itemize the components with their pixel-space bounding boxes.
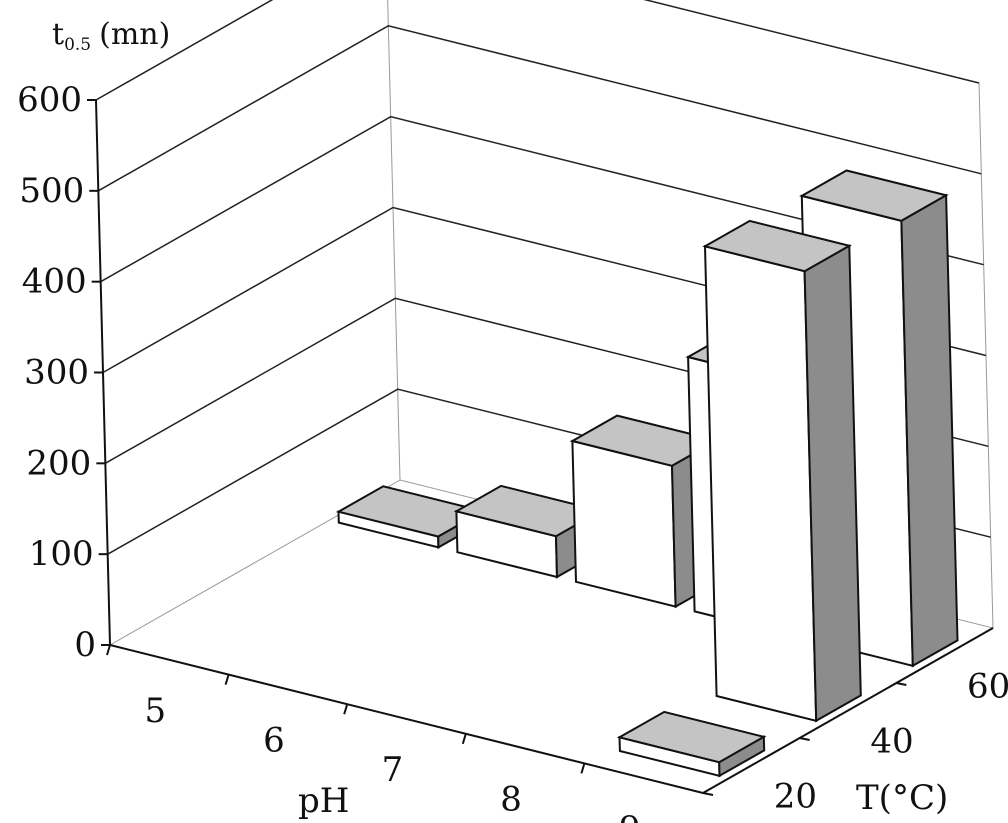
- x-tick-mark: [343, 703, 349, 715]
- x-tick-label: 7: [382, 750, 404, 790]
- bar-top-face: [702, 219, 852, 273]
- x-tick-mark: [580, 763, 586, 774]
- x-tick-label: 5: [144, 691, 166, 731]
- z-tick-label: 300: [24, 353, 89, 393]
- z-tick-label: 600: [17, 80, 82, 120]
- bar-ph9-t20: [616, 710, 767, 778]
- x-tick-label: 6: [263, 720, 285, 760]
- y-tick-mark: [702, 792, 714, 796]
- gridline: [97, 24, 982, 192]
- x-tick-label: 8: [500, 780, 522, 820]
- z-axis-title: t0.5 (mn): [52, 17, 170, 55]
- chart-bars: [335, 169, 959, 778]
- left-wall-outline: [95, 0, 401, 481]
- x-tick-mark: [106, 644, 111, 656]
- bar-top-face: [616, 710, 767, 764]
- y-tick-mark: [799, 737, 810, 741]
- x-tick-mark: [224, 674, 230, 685]
- y-tick-label: 40: [870, 722, 913, 762]
- chart-labels: t0.5 (mn) pH T(°C) 0 100 200 300 400 500 600 5 6 7…: [17, 17, 1008, 823]
- bar-front-face: [571, 439, 677, 608]
- bar-front-face: [703, 245, 818, 723]
- z-tick-label: 100: [29, 534, 94, 574]
- y-tick-label: 60: [967, 667, 1008, 707]
- gridline: [95, 0, 980, 101]
- bar-top-face: [799, 169, 949, 222]
- z-tick-label: 200: [26, 443, 91, 483]
- y-tick-label: 20: [774, 777, 817, 817]
- x-axis-title: pH: [298, 781, 349, 821]
- z-tick-label: 0: [74, 625, 96, 665]
- x-tick-label: 9: [619, 809, 641, 823]
- y-axis-line: [702, 627, 994, 794]
- y-tick-mark: [896, 682, 907, 686]
- chart-axes: [87, 99, 994, 796]
- bar-ph9-t40: [702, 219, 862, 723]
- x-axis-line: [109, 644, 704, 794]
- z-tick-label: 400: [22, 262, 87, 302]
- x-tick-mark: [461, 733, 467, 745]
- y-axis-title: T(°C): [856, 778, 948, 818]
- z-tick-label: 500: [19, 171, 84, 211]
- gridline: [100, 115, 984, 283]
- bar-ph6-t60: [453, 484, 604, 579]
